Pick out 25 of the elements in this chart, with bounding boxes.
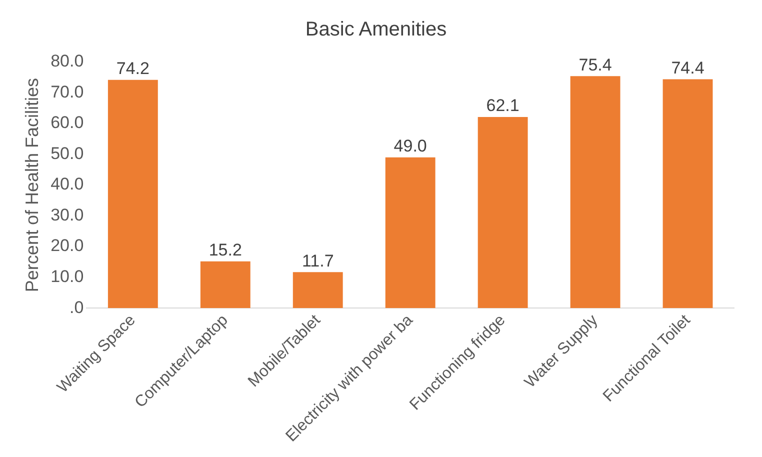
y-tick-label: 60.0 [50, 113, 84, 132]
y-tick-label: 40.0 [50, 174, 84, 194]
y-tick-label: 80.0 [50, 52, 84, 71]
y-tick-label: .0 [70, 298, 84, 317]
bar [108, 80, 158, 308]
data-label: 75.4 [578, 55, 612, 74]
data-label: 74.4 [671, 58, 704, 78]
bar [570, 76, 620, 308]
bar [385, 157, 436, 308]
y-tick-label: 30.0 [50, 205, 84, 224]
data-label: 15.2 [208, 240, 242, 260]
bar [200, 261, 250, 308]
data-label: 62.1 [486, 96, 520, 116]
y-axis-title: Percent of Health Facilities [22, 78, 42, 292]
y-tick-label: 50.0 [50, 144, 84, 163]
y-tick-label: 20.0 [50, 236, 84, 256]
data-label: 74.2 [116, 59, 150, 78]
y-tick-label: 70.0 [50, 82, 84, 102]
data-label: 49.0 [394, 136, 427, 156]
chart-title: Basic Amenities [305, 18, 447, 41]
bar [292, 272, 343, 308]
bar [478, 117, 528, 308]
data-label: 11.7 [302, 251, 334, 270]
bar [662, 79, 713, 308]
y-tick-label: 10.0 [50, 267, 84, 286]
